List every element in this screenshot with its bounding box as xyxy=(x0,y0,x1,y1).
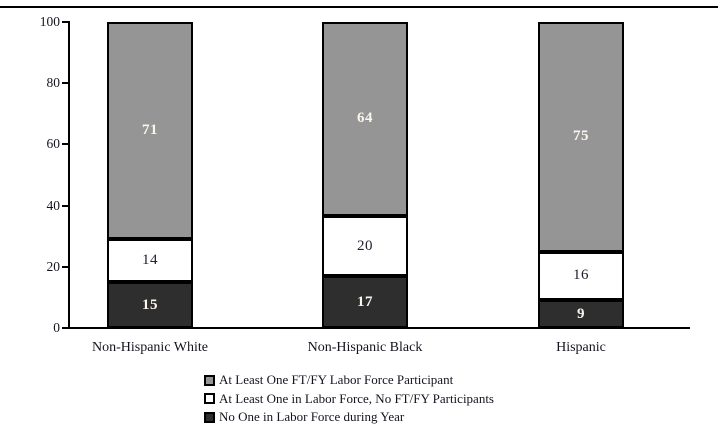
legend-item: No One in Labor Force during Year xyxy=(204,408,494,427)
y-tick-mark xyxy=(62,327,68,329)
bar-value-label: 64 xyxy=(357,110,373,127)
legend-label: At Least One FT/FY Labor Force Participa… xyxy=(219,372,454,388)
bar-segment: 75 xyxy=(538,22,624,252)
bar-segment: 14 xyxy=(107,239,193,283)
y-tick-label: 100 xyxy=(39,14,60,29)
legend-swatch xyxy=(204,393,215,405)
y-tick-label: 0 xyxy=(53,320,60,335)
x-axis-line xyxy=(68,327,690,329)
top-border-line xyxy=(0,6,718,8)
legend-label: At Least One in Labor Force, No FT/FY Pa… xyxy=(219,390,494,406)
bar-value-label: 9 xyxy=(577,305,585,322)
legend-item: At Least One FT/FY Labor Force Participa… xyxy=(204,371,494,390)
bar-value-label: 15 xyxy=(142,296,158,313)
y-tick-label: 80 xyxy=(46,75,61,91)
bar-value-label: 71 xyxy=(142,122,158,139)
bar-segment: 71 xyxy=(107,22,193,240)
x-category-label: Non-Hispanic White xyxy=(92,340,208,355)
bar-segment: 15 xyxy=(107,282,193,328)
bar-3: 9 16 75 xyxy=(538,22,624,328)
legend-swatch xyxy=(204,411,215,423)
y-tick-mark xyxy=(62,265,68,268)
bar-1: 15 14 71 xyxy=(107,22,193,328)
bar-segment: 16 xyxy=(538,251,624,301)
bar-segment: 9 xyxy=(538,300,624,328)
bar-segment: 17 xyxy=(322,276,408,328)
legend: At Least One FT/FY Labor Force Participa… xyxy=(204,371,494,427)
bar-segment: 20 xyxy=(322,215,408,277)
legend-item: At Least One in Labor Force, No FT/FY Pa… xyxy=(204,390,494,409)
bar-value-label: 75 xyxy=(573,128,589,145)
y-tick-label: 60 xyxy=(46,136,61,152)
bar-2: 17 20 64 xyxy=(322,21,408,328)
y-tick-label: 20 xyxy=(46,258,61,274)
bar-segment: 64 xyxy=(322,21,408,216)
y-tick-mark xyxy=(62,21,68,23)
y-tick-mark xyxy=(62,143,68,146)
legend-label: No One in Labor Force during Year xyxy=(219,409,405,425)
bar-value-label: 14 xyxy=(142,252,158,269)
legend-swatch xyxy=(204,374,215,386)
x-category-label: Hispanic xyxy=(556,340,606,355)
bar-value-label: 17 xyxy=(357,293,373,310)
bar-value-label: 20 xyxy=(357,237,373,254)
y-tick-label: 40 xyxy=(46,197,61,213)
y-tick-mark xyxy=(62,82,68,85)
bar-value-label: 16 xyxy=(573,267,589,284)
y-axis-line xyxy=(68,21,70,328)
x-category-label: Non-Hispanic Black xyxy=(307,340,423,355)
y-tick-mark xyxy=(62,204,68,207)
